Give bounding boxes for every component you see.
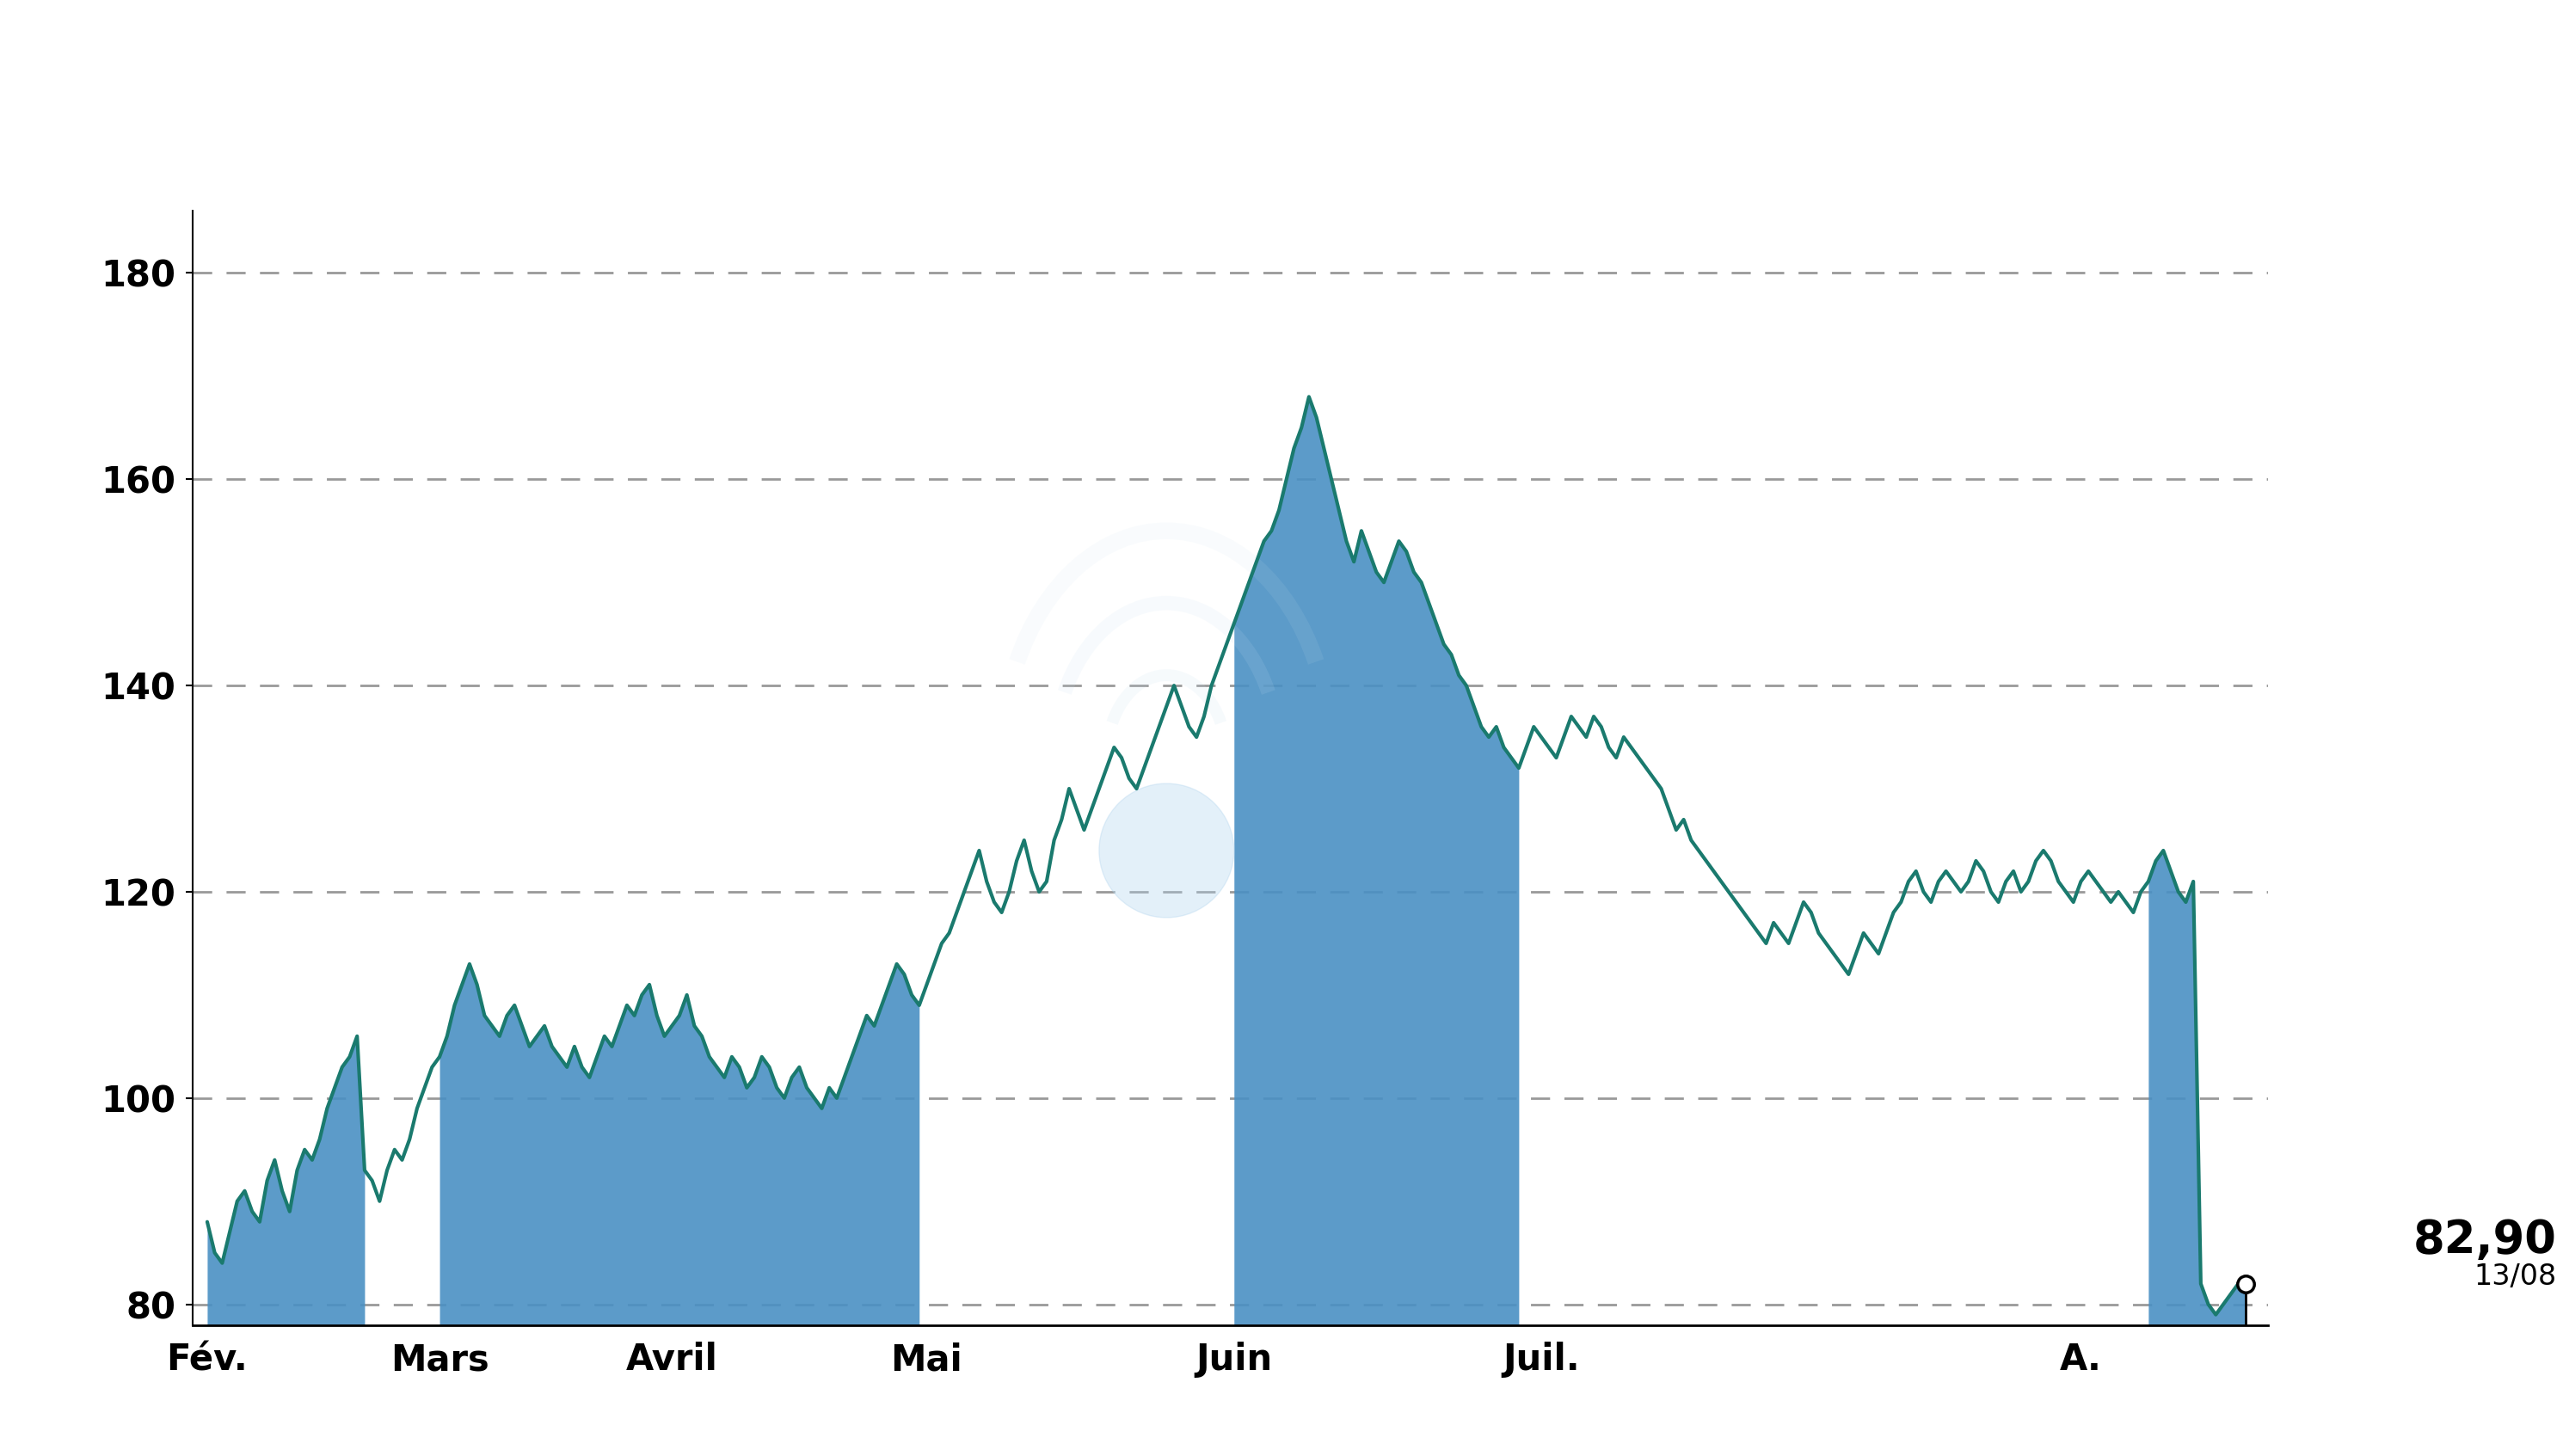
Text: 82,90: 82,90 — [2414, 1217, 2558, 1262]
Text: Moderna, Inc.: Moderna, Inc. — [1012, 42, 1551, 111]
Ellipse shape — [1100, 783, 1233, 917]
Text: 13/08: 13/08 — [2473, 1262, 2558, 1290]
